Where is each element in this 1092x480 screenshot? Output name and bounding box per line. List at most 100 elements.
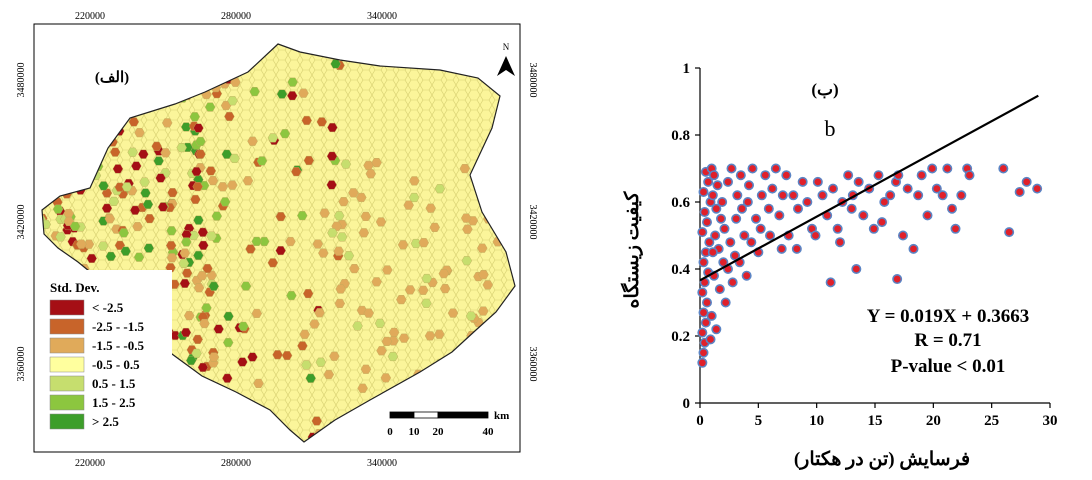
x-tick-label: 10 (809, 413, 824, 429)
data-point (735, 170, 746, 181)
data-point (702, 297, 713, 308)
data-point (876, 217, 887, 228)
data-point (706, 310, 717, 321)
data-point (797, 176, 808, 187)
map-right-tick: 3480000 (527, 63, 538, 98)
scatter-chart-panel: 0 5 10 15 20 25 30 0 0.2 0.4 0.6 0.8 1 (ب) b Y = 0.0… (560, 0, 1092, 475)
regression-equation: Y = 0.019X + 0.3663 (867, 306, 1029, 327)
legend-swatch (49, 394, 85, 411)
data-point (703, 176, 714, 187)
legend-swatch (49, 337, 85, 354)
data-point (730, 250, 741, 261)
data-point (916, 170, 927, 181)
data-point (717, 197, 728, 208)
map-bottom-tick: 220000 (75, 458, 105, 469)
chart-subpanel-letter: b (825, 116, 836, 141)
data-point (964, 170, 975, 181)
data-point (705, 334, 716, 345)
data-point (711, 203, 722, 214)
data-point (913, 190, 924, 201)
map-bottom-ticks: 220000 280000 340000 (75, 458, 397, 469)
data-point (791, 243, 802, 254)
y-axis-label: کیفیت زیستگاه (620, 191, 643, 309)
data-point (709, 170, 720, 181)
data-point (747, 163, 758, 174)
data-point (853, 176, 864, 187)
data-point (908, 243, 919, 254)
legend-label: -2.5 - -1.5 (92, 319, 144, 334)
data-point (922, 210, 933, 221)
data-point (767, 183, 778, 194)
map-right-tick: 3360000 (527, 347, 538, 382)
x-tick-label: 20 (926, 413, 941, 429)
x-tick-label: 0 (696, 413, 704, 429)
chart-points (697, 163, 1043, 368)
map-panel-label: (الف) (95, 70, 129, 86)
map-top-tick: 340000 (367, 11, 397, 22)
x-tick-label: 30 (1043, 413, 1058, 429)
legend-swatch (49, 413, 85, 430)
scalebar-tick: 10 (409, 426, 421, 438)
regression-pvalue: P-value < 0.01 (891, 356, 1006, 377)
legend-label: -0.5 - 0.5 (92, 357, 140, 372)
data-point (846, 203, 857, 214)
data-point (1014, 186, 1025, 197)
map-left-tick: 3420000 (16, 205, 27, 240)
data-point (777, 190, 788, 201)
data-point (698, 347, 709, 358)
data-point (697, 227, 708, 238)
data-point (812, 176, 823, 187)
legend-swatch (49, 356, 85, 373)
data-point (902, 183, 913, 194)
map-scalebar: km 0 10 20 40 (387, 410, 509, 438)
map-right-tick: 3420000 (527, 205, 538, 240)
data-point (950, 223, 961, 234)
legend-label: > 2.5 (92, 414, 119, 429)
data-point (714, 284, 725, 295)
data-point (697, 327, 708, 338)
map-top-tick: 220000 (75, 11, 105, 22)
data-point (725, 237, 736, 248)
data-point (897, 230, 908, 241)
data-point (931, 183, 942, 194)
std-dev-map-panel: 220000 280000 340000 220000 280000 34000… (0, 0, 540, 475)
scalebar-tick: 0 (387, 426, 393, 438)
y-tick-label: 0.6 (671, 195, 690, 211)
data-point (732, 190, 743, 201)
data-point (774, 210, 785, 221)
data-point (763, 203, 774, 214)
data-point (702, 217, 713, 228)
regression-r: R = 0.71 (914, 330, 981, 351)
data-point (998, 163, 1009, 174)
data-point (698, 307, 709, 318)
data-point (788, 190, 799, 201)
data-point (843, 170, 854, 181)
data-point (704, 237, 715, 248)
legend-label: 0.5 - 1.5 (92, 376, 136, 391)
chart-panel-label: (ب) (811, 80, 838, 99)
data-point (719, 223, 730, 234)
legend-label: -1.5 - -0.5 (92, 338, 144, 353)
x-tick-label: 15 (868, 413, 883, 429)
legend-swatch (49, 318, 85, 335)
data-point (707, 247, 718, 258)
data-point (699, 207, 710, 218)
map-left-ticks: 3480000 3420000 3360000 (16, 63, 27, 382)
y-tick-label: 1 (683, 61, 691, 77)
data-point (793, 203, 804, 214)
legend-label: 1.5 - 2.5 (92, 395, 136, 410)
scatter-chart: 0 5 10 15 20 25 30 0 0.2 0.4 0.6 0.8 1 (ب) b Y = 0.0… (620, 61, 1058, 470)
x-tick-label: 25 (984, 413, 999, 429)
map-top-tick: 280000 (221, 11, 251, 22)
legend-label: < -2.5 (92, 300, 124, 315)
data-point (885, 190, 896, 201)
scalebar-tick: 20 (433, 426, 445, 438)
data-point (817, 190, 828, 201)
data-point (770, 163, 781, 174)
data-point (927, 163, 938, 174)
map-right-ticks: 3480000 3420000 3360000 (527, 63, 538, 382)
data-point (868, 223, 879, 234)
data-point (834, 237, 845, 248)
data-point (879, 197, 890, 208)
data-point (827, 183, 838, 194)
